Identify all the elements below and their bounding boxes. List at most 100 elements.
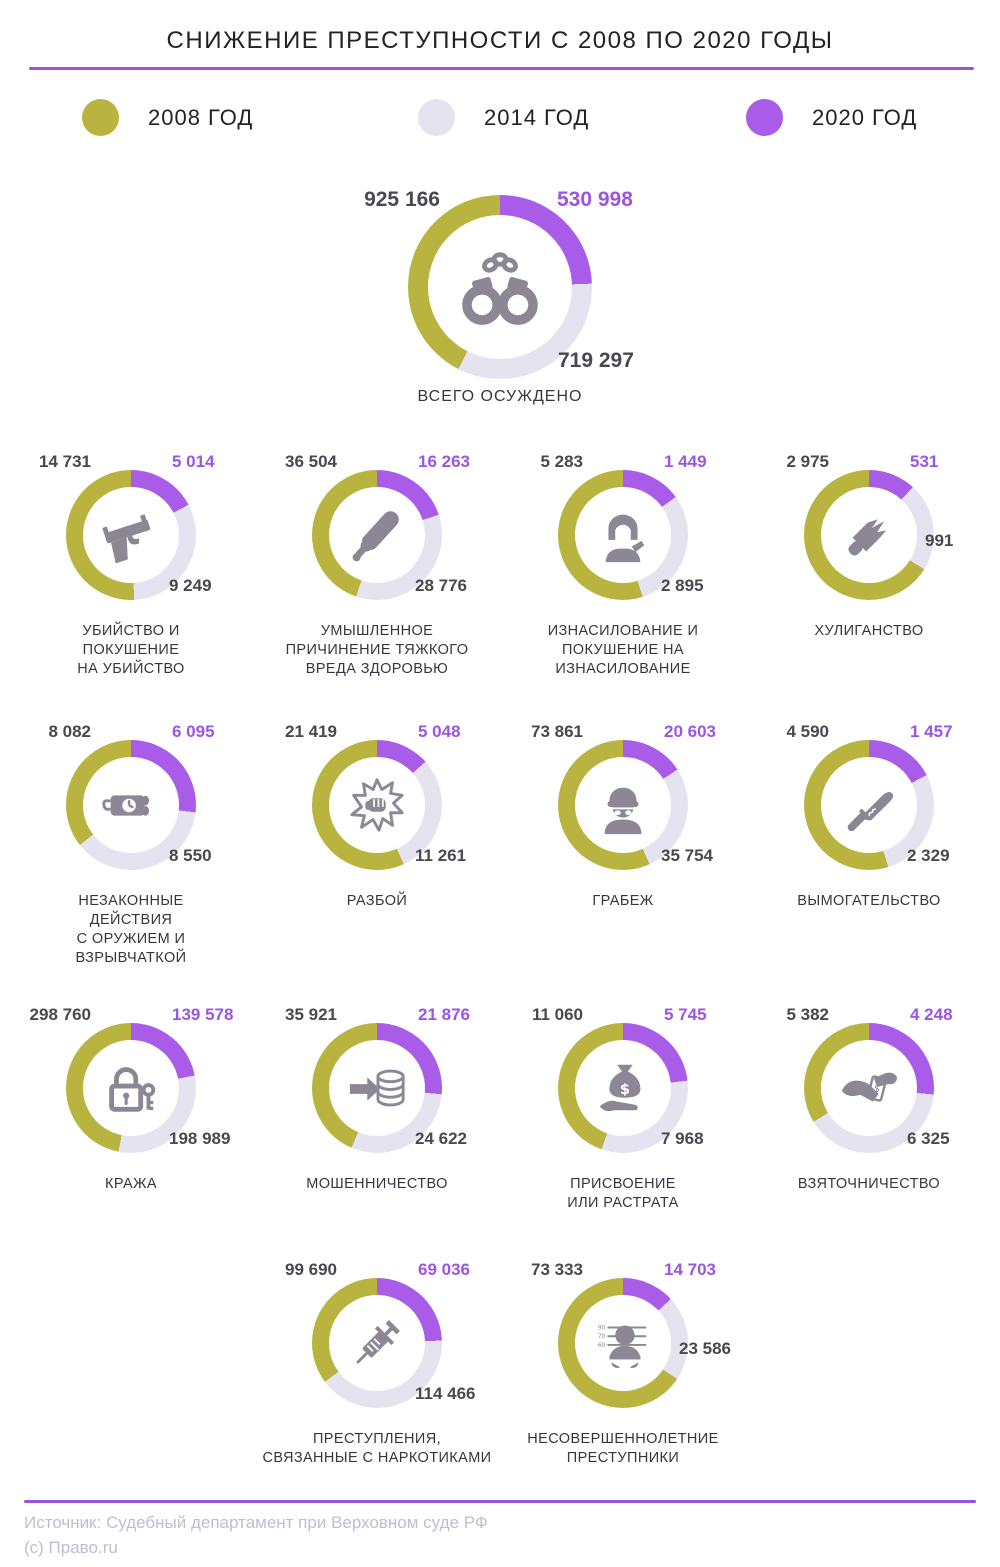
chart-hooliganism: 2 975 531 991 ХУЛИГАНСТВО xyxy=(746,452,992,679)
chart-label: РАЗБОЙ xyxy=(346,893,408,909)
chart-label: КРАЖА xyxy=(105,1176,157,1192)
value-2014: 28 776 xyxy=(415,576,467,595)
svg-text:70: 70 xyxy=(598,1334,606,1340)
donut-ring xyxy=(558,740,688,870)
value-2014: 2 895 xyxy=(661,576,704,595)
value-2020: 20 603 xyxy=(664,722,716,741)
value-2020: 5 014 xyxy=(172,452,215,471)
value-2014: 35 754 xyxy=(661,846,713,865)
donut-ring xyxy=(804,740,934,870)
chart-label: НЕСОВЕРШЕННОЛЕТНИЕ ПРЕСТУПНИКИ xyxy=(527,1431,719,1466)
chart-label: ПРИСВОЕНИЕ ИЛИ РАСТРАТА xyxy=(567,1176,679,1211)
chart-drug-crimes: 99 690 69 036 114 466 ПРЕСТУПЛЕНИЯ, СВЯЗ… xyxy=(254,1260,500,1468)
moneybag-hand-icon: $ xyxy=(558,1023,688,1153)
svg-text:90: 90 xyxy=(598,1325,606,1331)
value-2014: 198 989 xyxy=(169,1129,231,1148)
svg-text:60: 60 xyxy=(598,1343,606,1349)
chart-bribery: 5 382 4 248 $ 6 325 ВЗЯТОЧНИЧЕСТВО xyxy=(746,1005,992,1213)
value-2020: 69 036 xyxy=(418,1260,470,1279)
chart-murder: 14 731 5 014 9 249 УБИЙСТВО И ПОКУШЕНИЕ … xyxy=(8,452,254,679)
value-2014: 7 968 xyxy=(661,1129,704,1148)
value-2008: 925 166 xyxy=(364,188,440,211)
value-2020: 4 248 xyxy=(910,1005,953,1024)
chart-fraud: 35 921 21 876 24 622 МОШЕННИЧЕСТВО xyxy=(254,1005,500,1213)
legend-item-2008: 2008 ГОД xyxy=(82,99,253,136)
value-2020: 5 048 xyxy=(418,722,461,741)
chart-label: МОШЕННИЧЕСТВО xyxy=(306,1176,448,1192)
charts-row-2: 8 082 6 095 8 550 НЕЗАКОННЫЕ ДЕЙСТВИЯ С … xyxy=(8,722,992,968)
value-2014: 11 261 xyxy=(415,846,467,865)
header-divider xyxy=(29,67,974,70)
chart-illegal-weapons: 8 082 6 095 8 550 НЕЗАКОННЫЕ ДЕЙСТВИЯ С … xyxy=(8,722,254,968)
value-2008: 73 333 xyxy=(531,1260,583,1279)
burglar-icon xyxy=(558,740,688,870)
chart-robbery: 73 861 20 603 35 754 ГРАБЕЖ xyxy=(500,722,746,968)
knife-icon xyxy=(804,740,934,870)
chart-label: УБИЙСТВО И ПОКУШЕНИЕ НА УБИЙСТВО xyxy=(77,623,185,677)
chart-label: НЕЗАКОННЫЕ ДЕЙСТВИЯ С ОРУЖИЕМ И ВЗРЫВЧАТ… xyxy=(75,893,187,966)
value-2020: 5 745 xyxy=(664,1005,707,1024)
donut-ring xyxy=(558,470,688,600)
value-2020: 21 876 xyxy=(418,1005,470,1024)
legend-label-2008: 2008 ГОД xyxy=(148,104,254,130)
chart-juvenile: 73 333 14 703 90 70 60 23 586 НЕСОВЕРШЕННО… xyxy=(500,1260,746,1468)
donut-ring xyxy=(804,470,934,600)
value-2020: 14 703 xyxy=(664,1260,716,1279)
dynamite-icon xyxy=(66,740,196,870)
value-2008: 8 082 xyxy=(48,722,91,741)
padlock-key-icon xyxy=(66,1023,196,1153)
mugshot-icon: 90 70 60 xyxy=(558,1278,688,1408)
chart-label: ВЫМОГАТЕЛЬСТВО xyxy=(797,893,941,909)
legend-label-2020: 2020 ГОД xyxy=(812,104,918,130)
value-2008: 73 861 xyxy=(531,722,583,741)
value-2014: 114 466 xyxy=(415,1384,476,1403)
footer: Источник: Судебный департамент при Верхо… xyxy=(24,1510,488,1560)
chart-embezzlement: 11 060 5 745 $ 7 968 ПРИСВОЕНИЕ ИЛИ РАСТ… xyxy=(500,1005,746,1213)
chart-label: УМЫШЛЕННОЕ ПРИЧИНЕНИЕ ТЯЖКОГО ВРЕДА ЗДОР… xyxy=(285,623,469,677)
chart-extortion: 4 590 1 457 2 329 ВЫМОГАТЕЛЬСТВО xyxy=(746,722,992,968)
chart-rape: 5 283 1 449 2 895 ИЗНАСИЛОВАНИЕ И ПОКУШЕ… xyxy=(500,452,746,679)
woman-icon xyxy=(558,470,688,600)
chart-grievous-harm: 36 504 16 263 28 776 УМЫШЛЕННОЕ ПРИЧИНЕН… xyxy=(254,452,500,679)
copyright-text: (с) Право.ru xyxy=(24,1538,118,1557)
legend-dot-2008-icon xyxy=(82,99,119,136)
arrow-coins-icon xyxy=(312,1023,442,1153)
value-2014: 9 249 xyxy=(169,576,212,595)
value-2008: 14 731 xyxy=(39,452,91,471)
value-2008: 35 921 xyxy=(285,1005,337,1024)
svg-text:$: $ xyxy=(620,1082,630,1098)
value-2020: 1 449 xyxy=(664,452,707,471)
charts-row-1: 14 731 5 014 9 249 УБИЙСТВО И ПОКУШЕНИЕ … xyxy=(8,452,992,679)
chart-label: ХУЛИГАНСТВО xyxy=(814,623,924,639)
donut-ring xyxy=(66,470,196,600)
value-2020: 530 998 xyxy=(557,188,633,211)
value-2020: 6 095 xyxy=(172,722,215,741)
chart-theft: 298 760 139 578 198 989 КРАЖА xyxy=(8,1005,254,1213)
chart-label: ВСЕГО ОСУЖДЕНО xyxy=(417,388,583,405)
value-2014: 991 xyxy=(925,531,954,550)
legend-item-2014: 2014 ГОД xyxy=(418,99,589,136)
charts-row-3: 298 760 139 578 198 989 КРАЖА 35 921 21 … xyxy=(8,1005,992,1213)
donut-ring xyxy=(312,470,442,600)
value-2008: 99 690 xyxy=(285,1260,337,1279)
value-2020: 139 578 xyxy=(172,1005,234,1024)
donut-ring xyxy=(66,1023,196,1153)
page-title: СНИЖЕНИЕ ПРЕСТУПНОСТИ С 2008 ПО 2020 ГОД… xyxy=(166,27,834,54)
chart-label: ИЗНАСИЛОВАНИЕ И ПОКУШЕНИЕ НА ИЗНАСИЛОВАН… xyxy=(547,623,699,677)
donut-ring-total xyxy=(408,195,592,379)
value-2008: 21 419 xyxy=(285,722,337,741)
chart-label: ГРАБЕЖ xyxy=(592,893,654,909)
legend-dot-2014-icon xyxy=(418,99,455,136)
broken-bottle-icon xyxy=(804,470,934,600)
bribe-hands-icon: $ xyxy=(804,1023,934,1153)
value-2014: 6 325 xyxy=(907,1129,950,1148)
fist-burst-icon xyxy=(312,740,442,870)
pistol-icon xyxy=(66,470,196,600)
source-text: Источник: Судебный департамент при Верхо… xyxy=(24,1513,488,1532)
value-2014: 8 550 xyxy=(169,846,212,865)
handcuffs-icon xyxy=(408,195,592,379)
value-2008: 5 382 xyxy=(786,1005,829,1024)
value-2020: 531 xyxy=(910,452,939,471)
donut-ring xyxy=(312,1023,442,1153)
